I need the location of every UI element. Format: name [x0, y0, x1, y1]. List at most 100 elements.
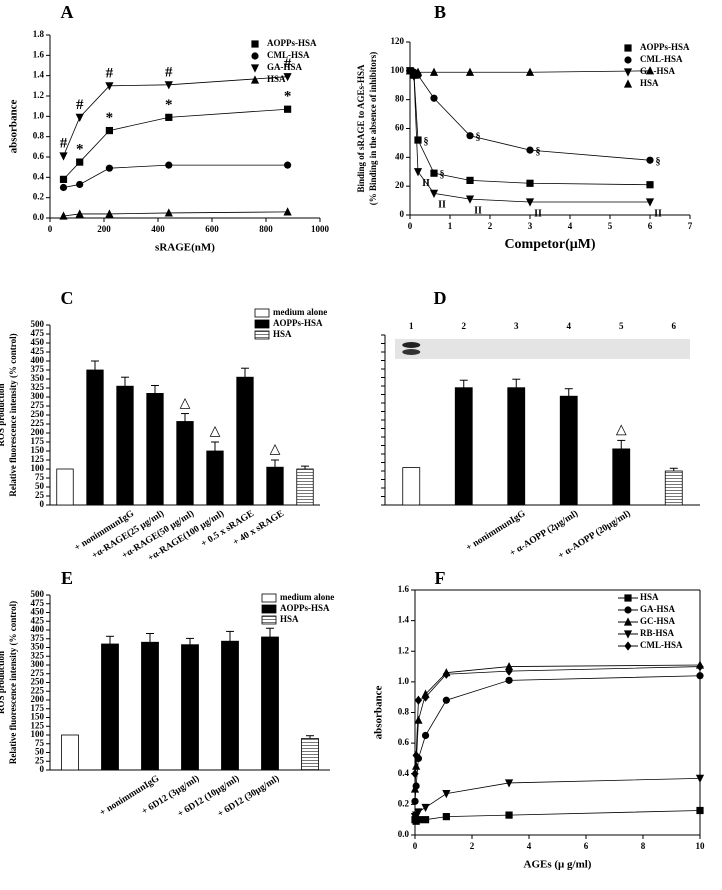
x-axis-label: AGEs (μ g/ml) [524, 859, 592, 871]
y-tick-label: 1.2 [398, 645, 410, 655]
y-tick-label: 400 [31, 355, 45, 365]
bar [454, 387, 473, 506]
marker [283, 73, 292, 82]
series-line [63, 164, 288, 188]
marker [410, 784, 420, 793]
marker [105, 209, 114, 218]
y-tick-label: 500 [31, 589, 45, 599]
x-tick-label: 0 [48, 224, 53, 234]
series-line [414, 810, 701, 822]
legend-marker [623, 68, 633, 77]
marker [421, 816, 430, 824]
y-tick-label: 300 [31, 659, 45, 669]
marker [413, 67, 423, 76]
bar [261, 636, 279, 771]
marker [696, 661, 704, 672]
annotation: II [474, 205, 482, 216]
blot-band [402, 342, 421, 348]
bar [56, 468, 74, 506]
marker [646, 156, 654, 164]
legend-swatch [254, 319, 270, 329]
y-tick-label: 80 [395, 94, 405, 104]
y-tick-label: 0.4 [33, 171, 45, 181]
y-tick-label: 50 [35, 747, 45, 757]
legend-marker [623, 79, 633, 88]
annotation: △ [616, 423, 627, 438]
legend-label: AOPPs-HSA [267, 38, 317, 48]
marker [165, 161, 173, 169]
y-tick-label: 375 [31, 364, 45, 374]
x-axis-label: sRAGE(nM) [155, 242, 215, 254]
y-tick-label: 250 [31, 677, 45, 687]
bar [86, 369, 104, 506]
bar [266, 466, 284, 506]
marker [59, 175, 68, 183]
panel-title: C [61, 288, 74, 308]
y-tick-label: 425 [31, 346, 45, 356]
x-tick-label: 8 [641, 841, 646, 851]
legend-marker [624, 44, 632, 52]
y-axis-label: absorbance [8, 99, 20, 153]
marker [504, 779, 514, 788]
blot-band [402, 349, 421, 355]
legend-label: HSA [267, 74, 286, 84]
annotation: △ [210, 424, 221, 439]
marker [696, 672, 704, 680]
x-tick-label: 4 [527, 841, 532, 851]
marker [505, 676, 513, 684]
y-tick-label: 100 [391, 65, 405, 75]
x-axis-label: Competor(μM) [504, 237, 595, 252]
marker [414, 808, 423, 817]
marker [465, 195, 475, 204]
annotation: * [106, 110, 114, 126]
legend-swatch [261, 615, 277, 625]
marker [164, 81, 173, 90]
x-tick-label: 4 [568, 221, 573, 231]
marker [645, 66, 655, 75]
bar [612, 448, 631, 506]
y-tick-label: 0.8 [398, 707, 410, 717]
y-axis-label: absorbance [373, 685, 385, 739]
y-tick-label: 0.2 [33, 192, 45, 202]
y-tick-label: 50 [35, 481, 45, 491]
y-tick-label: 125 [31, 454, 45, 464]
marker [525, 67, 535, 76]
marker [465, 67, 475, 76]
series-line [63, 211, 288, 217]
lane-label: 3 [514, 321, 519, 331]
bar [664, 470, 683, 506]
panel-title: F [435, 568, 446, 588]
y-axis-label: Relative fluorescence intensity (% contr… [8, 601, 18, 764]
series-line [414, 664, 701, 790]
marker [430, 169, 438, 177]
bar [101, 643, 119, 771]
y-tick-label: 325 [31, 382, 45, 392]
bar [296, 468, 314, 506]
bar [221, 640, 239, 771]
annotation: II [438, 200, 446, 211]
marker [505, 666, 513, 676]
series-line [409, 70, 651, 186]
y-tick-label: 0.6 [398, 737, 410, 747]
y-tick-label: 275 [31, 400, 45, 410]
y-tick-label: 475 [31, 328, 45, 338]
x-tick-label: 6 [584, 841, 589, 851]
bar [61, 734, 79, 771]
legend-label: CML-HSA [640, 640, 683, 650]
x-tick-label: 1000 [311, 224, 330, 234]
marker [164, 208, 173, 217]
panel-title: B [434, 2, 446, 22]
bar [236, 376, 254, 506]
y-axis-label: Binding of sRAGE to AGEs-HSA [356, 64, 366, 193]
legend-label: CML-HSA [640, 54, 683, 64]
x-tick-label: 200 [97, 224, 111, 234]
marker [75, 209, 84, 218]
marker [429, 189, 439, 198]
marker [284, 161, 292, 169]
bar [206, 450, 224, 506]
y-tick-label: 275 [31, 668, 45, 678]
y-tick-label: 125 [31, 720, 45, 730]
y-tick-label: 375 [31, 633, 45, 643]
x-tick-label: 2 [488, 221, 493, 231]
